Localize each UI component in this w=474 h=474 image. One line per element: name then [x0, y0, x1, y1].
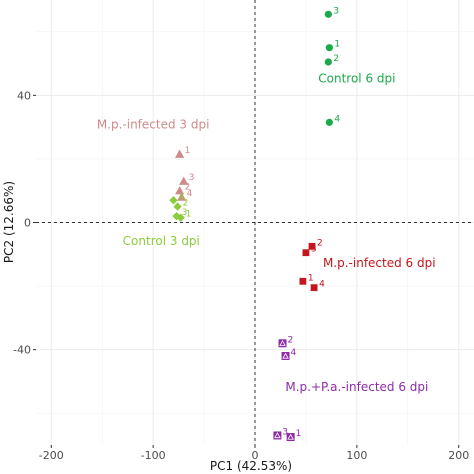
x-axis-title: PC1 (42.53%): [210, 459, 292, 473]
point-label: 4: [334, 114, 340, 124]
data-point: [172, 211, 181, 221]
data-point: [175, 186, 185, 195]
point-label: 4: [179, 192, 185, 202]
data-point: [278, 339, 287, 348]
x-tick-label: 0: [252, 449, 259, 462]
data-point: [302, 249, 310, 257]
data-point: [324, 58, 332, 66]
point-label: 3: [189, 173, 195, 183]
data-point-triangle: [274, 432, 281, 439]
data-point: [325, 44, 333, 52]
group-label: Control 3 dpi: [123, 234, 200, 248]
x-tick-label: 200: [448, 449, 469, 462]
data-point: [310, 284, 318, 292]
point-label: 1: [186, 210, 192, 220]
x-tick-label: -200: [39, 449, 64, 462]
group-label: M.p.-infected 6 dpi: [323, 256, 436, 270]
y-axis-ticks: -40 0 40: [13, 89, 36, 357]
data-point: [325, 118, 333, 126]
group-label: M.p.-infected 3 dpi: [97, 118, 210, 132]
data-point: [177, 192, 187, 201]
data-point: [169, 196, 178, 205]
data-point-triangle: [287, 433, 294, 440]
x-axis-ticks: -200 -100 0 100 200: [39, 445, 469, 462]
y-tick-label: 0: [24, 217, 31, 230]
point-label: 2: [185, 183, 191, 193]
data-point-box: [286, 433, 295, 442]
data-point: [324, 10, 332, 18]
y-axis-title: PC2 (12.66%): [2, 181, 16, 263]
point-label: 3: [182, 208, 188, 218]
point-label: 3: [333, 6, 339, 16]
reference-lines: [36, 0, 474, 445]
x-tick-label: -100: [141, 449, 166, 462]
data-point: [273, 431, 282, 440]
data-point: [281, 352, 290, 360]
data-point: [179, 176, 189, 185]
point-label: 2: [288, 335, 294, 345]
y-tick-label: -40: [13, 344, 31, 357]
data-point: [299, 277, 307, 285]
data-point-box: [281, 352, 290, 360]
data-point-triangle: [279, 339, 286, 346]
point-label: 1: [296, 429, 302, 439]
point-label: 3: [311, 245, 317, 255]
data-point: [176, 213, 185, 222]
point-label: 1: [185, 146, 191, 156]
point-label: 4: [187, 189, 193, 199]
data-point-box: [278, 339, 287, 348]
data-point: [308, 242, 316, 250]
point-label: 2: [333, 54, 339, 64]
point-label: 3: [282, 427, 288, 437]
data-point-box: [273, 431, 282, 440]
x-tick-label: 100: [346, 449, 367, 462]
y-tick-label: 40: [17, 89, 31, 102]
point-label: 4: [291, 348, 297, 358]
group-label: Control 6 dpi: [318, 72, 395, 86]
point-label: 2: [183, 199, 189, 209]
data-point: [173, 202, 182, 211]
data-point-triangle: [282, 352, 289, 359]
point-label: 4: [319, 280, 325, 290]
point-label: 1: [334, 40, 340, 50]
data-point: [286, 433, 295, 442]
group-label: M.p.+P.a.-infected 6 dpi: [285, 380, 428, 394]
group-labels: Control 6 dpi M.p.-infected 3 dpi Control …: [97, 72, 436, 394]
point-label: 2: [317, 238, 323, 248]
point-label: 1: [308, 273, 314, 283]
data-point: [175, 149, 185, 158]
